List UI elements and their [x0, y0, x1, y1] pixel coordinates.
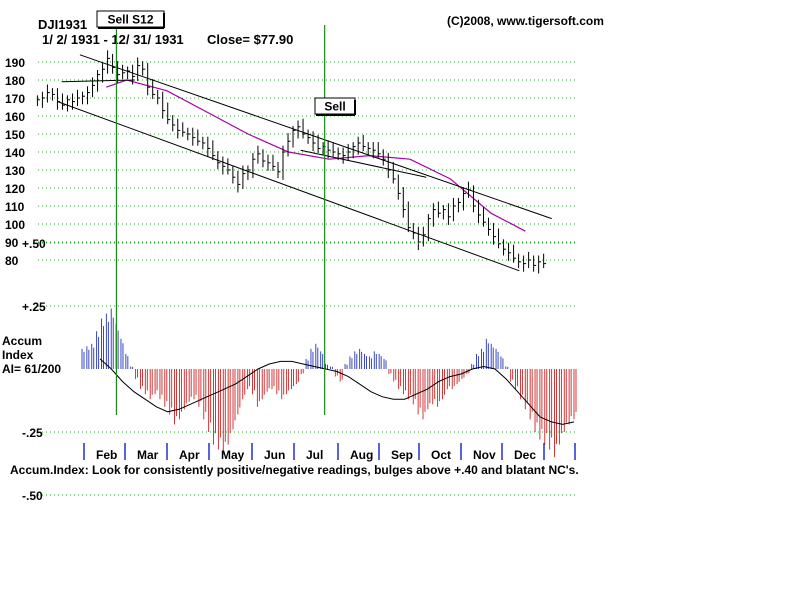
- moving-average-layer: [106, 79, 526, 232]
- accum-tick-label: +.25: [22, 300, 46, 314]
- month-label: Oct: [431, 448, 451, 462]
- month-label: Aug: [350, 448, 373, 462]
- price-tick-label: 180: [5, 74, 25, 88]
- signal-layer: Sell S12 Sell: [96, 10, 356, 415]
- price-tick-label: 100: [5, 218, 25, 232]
- month-label: May: [221, 448, 245, 462]
- month-label: Jul: [306, 448, 323, 462]
- price-tick-label: 170: [5, 92, 25, 106]
- month-label: Sep: [391, 448, 413, 462]
- price-tick-label: 150: [5, 128, 25, 142]
- month-label: Apr: [179, 448, 200, 462]
- month-label: Nov: [473, 448, 496, 462]
- price-bars: [36, 50, 547, 274]
- trend-line: [300, 149, 427, 178]
- price-tick-label-clipped: 70: [5, 272, 19, 286]
- price-grid: 190 180 170 160 150 140 130 120 110 100 90 80 70: [5, 56, 575, 286]
- footer-note: Accum.Index: Look for consistently posit…: [10, 463, 579, 477]
- price-tick-label: 120: [5, 182, 25, 196]
- price-tick-label: 110: [5, 200, 25, 214]
- price-tick-label: 190: [5, 56, 25, 70]
- trend-channel-lines: [57, 54, 552, 272]
- price-tick-label: 90: [5, 236, 19, 250]
- accum-title-line1: Accum: [2, 334, 42, 348]
- price-tick-label: 140: [5, 146, 25, 160]
- month-label: Jun: [264, 448, 285, 462]
- chart-close-label: Close= $77.90: [207, 32, 293, 47]
- signal-label: Sell: [324, 100, 345, 114]
- accum-tick-label: -.25: [22, 426, 43, 440]
- accum-title-line2: Index: [2, 348, 34, 362]
- price-tick-label: 160: [5, 110, 25, 124]
- month-axis: Feb Mar Apr May Jun Jul Aug Sep Oct Nov Dec: [83, 443, 576, 462]
- trend-line: [79, 54, 552, 220]
- copyright-text: (C)2008, www.tigersoft.com: [447, 14, 604, 28]
- trend-line: [61, 79, 135, 83]
- chart-ticker: DJI1931: [38, 17, 87, 32]
- accum-average-line: [99, 358, 575, 425]
- month-label: Dec: [514, 448, 536, 462]
- accum-index-panel: +.50 +.25 -.25 -.50: [22, 237, 577, 503]
- month-label: Mar: [137, 448, 159, 462]
- accum-ai-label: AI= 61/200: [2, 362, 61, 376]
- signal-label: Sell S12: [107, 13, 153, 27]
- month-label: Feb: [96, 448, 117, 462]
- accum-tick-label: +.50: [22, 237, 46, 251]
- chart-date-range: 1/ 2/ 1931 - 12/ 31/ 1931: [42, 32, 184, 47]
- price-tick-label: 80: [5, 254, 19, 268]
- moving-average-line: [106, 79, 526, 232]
- accum-tick-label: -.50: [22, 489, 43, 503]
- price-tick-label: 130: [5, 164, 25, 178]
